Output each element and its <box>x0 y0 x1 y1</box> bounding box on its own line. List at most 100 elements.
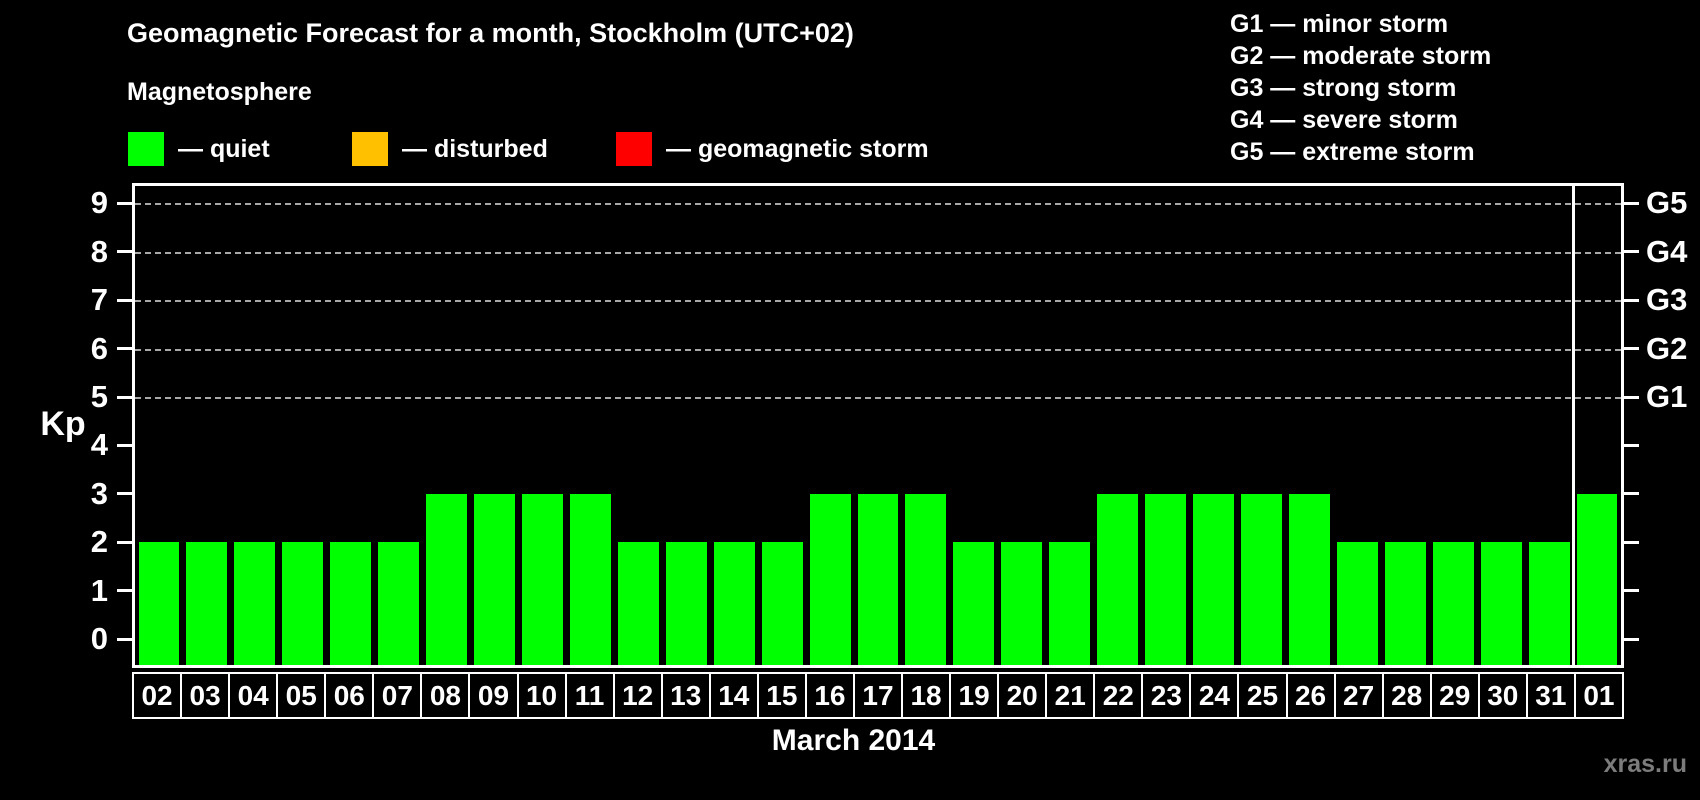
watermark: xras.ru <box>1603 750 1687 778</box>
bar-day-01 <box>1576 493 1618 665</box>
bar-day-05 <box>282 542 324 665</box>
day-label-23: 23 <box>1143 674 1192 717</box>
bar-day-06 <box>330 542 372 665</box>
bar-day-23 <box>1145 493 1187 665</box>
y-axis-tick-left <box>117 347 132 351</box>
bar-day-21 <box>1049 542 1091 665</box>
day-label-28: 28 <box>1384 674 1432 717</box>
bar-day-25 <box>1241 493 1282 665</box>
day-label-03: 03 <box>182 674 231 717</box>
y-axis-tick-right <box>1624 589 1639 593</box>
g-axis-label-g1: G1 <box>1646 379 1688 414</box>
day-label-15: 15 <box>759 674 807 717</box>
bar-day-28 <box>1384 542 1426 665</box>
gridline-kp9 <box>135 203 1621 206</box>
day-label-11: 11 <box>567 674 615 717</box>
bar-day-24 <box>1193 493 1234 665</box>
bar-day-04 <box>234 542 276 665</box>
gridline-kp5 <box>135 397 1621 399</box>
day-label-25: 25 <box>1239 674 1288 717</box>
y-axis-tick-right <box>1624 395 1639 399</box>
y-axis-tick-left <box>117 298 132 302</box>
bar-day-15 <box>761 542 803 665</box>
y-axis-tick-left <box>117 540 132 544</box>
bar-day-16 <box>809 493 851 665</box>
g-scale-legend: G1 — minor storm G2 — moderate storm G3 — … <box>1230 8 1491 168</box>
x-axis-title: March 2014 <box>771 724 936 757</box>
y-axis-tick-left <box>117 395 132 399</box>
day-label-13: 13 <box>663 674 711 717</box>
bar-day-26 <box>1288 493 1330 665</box>
bar-day-14 <box>713 542 755 665</box>
legend-item-label: — disturbed <box>402 134 548 163</box>
day-label-31: 31 <box>1528 674 1576 717</box>
y-axis-tick-right <box>1624 201 1639 205</box>
day-label-20: 20 <box>999 674 1048 717</box>
legend-item-label: — quiet <box>178 134 270 163</box>
g-scale-legend-line: G4 — severe storm <box>1230 106 1458 134</box>
day-label-22: 22 <box>1095 674 1144 717</box>
y-axis-tick-left <box>117 443 132 447</box>
legend-item: — quiet <box>128 130 270 168</box>
y-axis-tick-label: 7 <box>90 282 108 318</box>
bar-day-31 <box>1528 542 1570 665</box>
g-scale-legend-line: G1 — minor storm <box>1230 10 1449 38</box>
day-label-29: 29 <box>1432 674 1480 717</box>
g-axis-label-g5: G5 <box>1646 185 1688 221</box>
day-label-04: 04 <box>230 674 279 717</box>
y-axis-tick-left <box>117 250 132 254</box>
magnetosphere-legend: — quiet — disturbed — geomagnetic storm <box>0 130 1200 168</box>
day-label-05: 05 <box>278 674 327 717</box>
y-axis-tick-label: 5 <box>90 379 108 414</box>
day-label-10: 10 <box>519 674 567 717</box>
bar-day-13 <box>665 542 707 665</box>
y-axis-tick-right <box>1624 540 1639 544</box>
bar-day-27 <box>1336 542 1378 665</box>
plot-area <box>132 183 1624 668</box>
day-label-02: 02 <box>134 674 183 717</box>
bar-day-22 <box>1097 493 1139 665</box>
legend-item-label: — geomagnetic storm <box>666 134 929 163</box>
legend-item: — disturbed <box>352 130 548 168</box>
bar-day-09 <box>474 493 515 665</box>
gridline-kp6 <box>135 348 1621 351</box>
y-axis-tick-label: 9 <box>90 185 108 221</box>
day-label-14: 14 <box>711 674 759 717</box>
day-label-19: 19 <box>951 674 1000 717</box>
y-axis-tick-label: 0 <box>90 621 108 656</box>
y-axis-tick-left <box>117 201 132 205</box>
g-axis-label-g4: G4 <box>1646 233 1688 269</box>
day-label-24: 24 <box>1191 674 1240 717</box>
day-label-08: 08 <box>422 674 471 717</box>
bar-day-17 <box>857 493 899 665</box>
bar-day-03 <box>186 542 228 665</box>
y-axis-tick-label: 1 <box>90 572 108 608</box>
y-axis-tick-label: 6 <box>90 330 108 366</box>
quiet-swatch <box>128 132 164 166</box>
g-axis-label-g2: G2 <box>1646 330 1688 366</box>
y-axis-tick-right <box>1624 347 1639 351</box>
g-scale-legend-line: G2 — moderate storm <box>1230 42 1492 70</box>
y-axis-tick-left <box>117 492 132 496</box>
day-label-01: 01 <box>1583 679 1615 711</box>
day-label-06: 06 <box>326 674 375 717</box>
bar-day-30 <box>1480 542 1522 665</box>
bar-day-20 <box>1001 542 1043 665</box>
bar-day-18 <box>905 493 947 665</box>
month-separator-line <box>1571 186 1575 665</box>
y-axis-tick-label: 3 <box>90 475 108 511</box>
day-label-17: 17 <box>855 674 903 717</box>
day-label-12: 12 <box>615 674 663 717</box>
bar-day-07 <box>378 542 420 665</box>
day-label-16: 16 <box>807 674 855 717</box>
y-axis-tick-label: 2 <box>90 524 108 560</box>
bar-day-10 <box>521 493 563 665</box>
y-axis-tick-right <box>1624 250 1639 254</box>
y-axis-tick-label: 8 <box>90 233 108 269</box>
y-axis-title: Kp <box>40 405 86 443</box>
bar-day-02 <box>138 542 180 665</box>
bar-day-12 <box>617 542 659 665</box>
day-label-26: 26 <box>1288 674 1336 717</box>
g-axis-label-g3: G3 <box>1646 282 1688 318</box>
